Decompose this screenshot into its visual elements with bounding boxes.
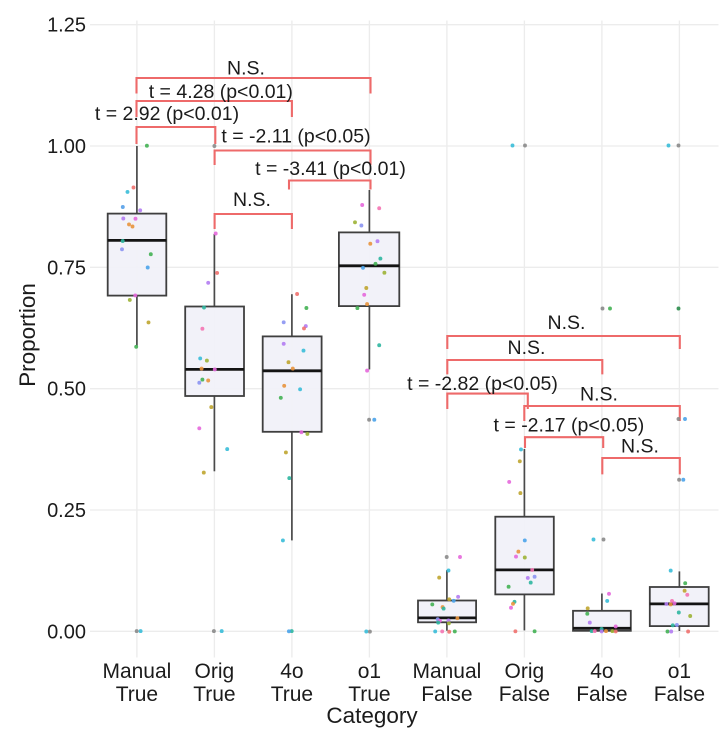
svg-text:False: False (654, 683, 705, 706)
svg-text:t = -2.17 (p<0.05): t = -2.17 (p<0.05) (494, 415, 645, 437)
svg-text:False: False (499, 683, 550, 706)
svg-text:0.75: 0.75 (47, 257, 86, 279)
svg-text:0.25: 0.25 (47, 500, 86, 522)
svg-text:1.00: 1.00 (47, 136, 86, 158)
svg-text:False: False (576, 683, 627, 706)
svg-text:True: True (271, 683, 313, 706)
svg-text:4o: 4o (590, 660, 613, 683)
svg-text:N.S.: N.S. (508, 337, 546, 359)
svg-text:t = -2.11 (p<0.05): t = -2.11 (p<0.05) (221, 126, 370, 148)
svg-text:t = -3.41 (p<0.01): t = -3.41 (p<0.01) (255, 158, 406, 180)
svg-text:N.S.: N.S. (548, 312, 586, 334)
svg-text:0.00: 0.00 (47, 621, 86, 643)
svg-text:t = -2.82 (p<0.05): t = -2.82 (p<0.05) (407, 373, 558, 395)
svg-text:True: True (348, 683, 390, 706)
svg-text:True: True (116, 683, 158, 706)
svg-text:4o: 4o (280, 660, 303, 683)
svg-text:Category: Category (326, 703, 418, 728)
svg-text:N.S.: N.S. (580, 384, 618, 406)
svg-text:Manual: Manual (102, 660, 171, 683)
svg-text:N.S.: N.S. (621, 436, 659, 458)
svg-text:Orig: Orig (195, 660, 235, 683)
svg-text:Manual: Manual (412, 660, 481, 683)
svg-text:0.50: 0.50 (47, 379, 86, 401)
svg-text:N.S.: N.S. (233, 189, 271, 211)
svg-text:1.25: 1.25 (47, 15, 86, 37)
svg-text:o1: o1 (358, 660, 381, 683)
svg-text:t = 4.28 (p<0.01): t = 4.28 (p<0.01) (149, 81, 293, 103)
svg-text:Orig: Orig (505, 660, 545, 683)
svg-text:False: False (421, 683, 472, 706)
svg-text:True: True (193, 683, 235, 706)
svg-text:Proportion: Proportion (15, 283, 40, 387)
svg-text:t = 2.92 (p<0.01): t = 2.92 (p<0.01) (95, 103, 239, 125)
svg-text:N.S.: N.S. (227, 58, 265, 80)
svg-text:o1: o1 (668, 660, 691, 683)
